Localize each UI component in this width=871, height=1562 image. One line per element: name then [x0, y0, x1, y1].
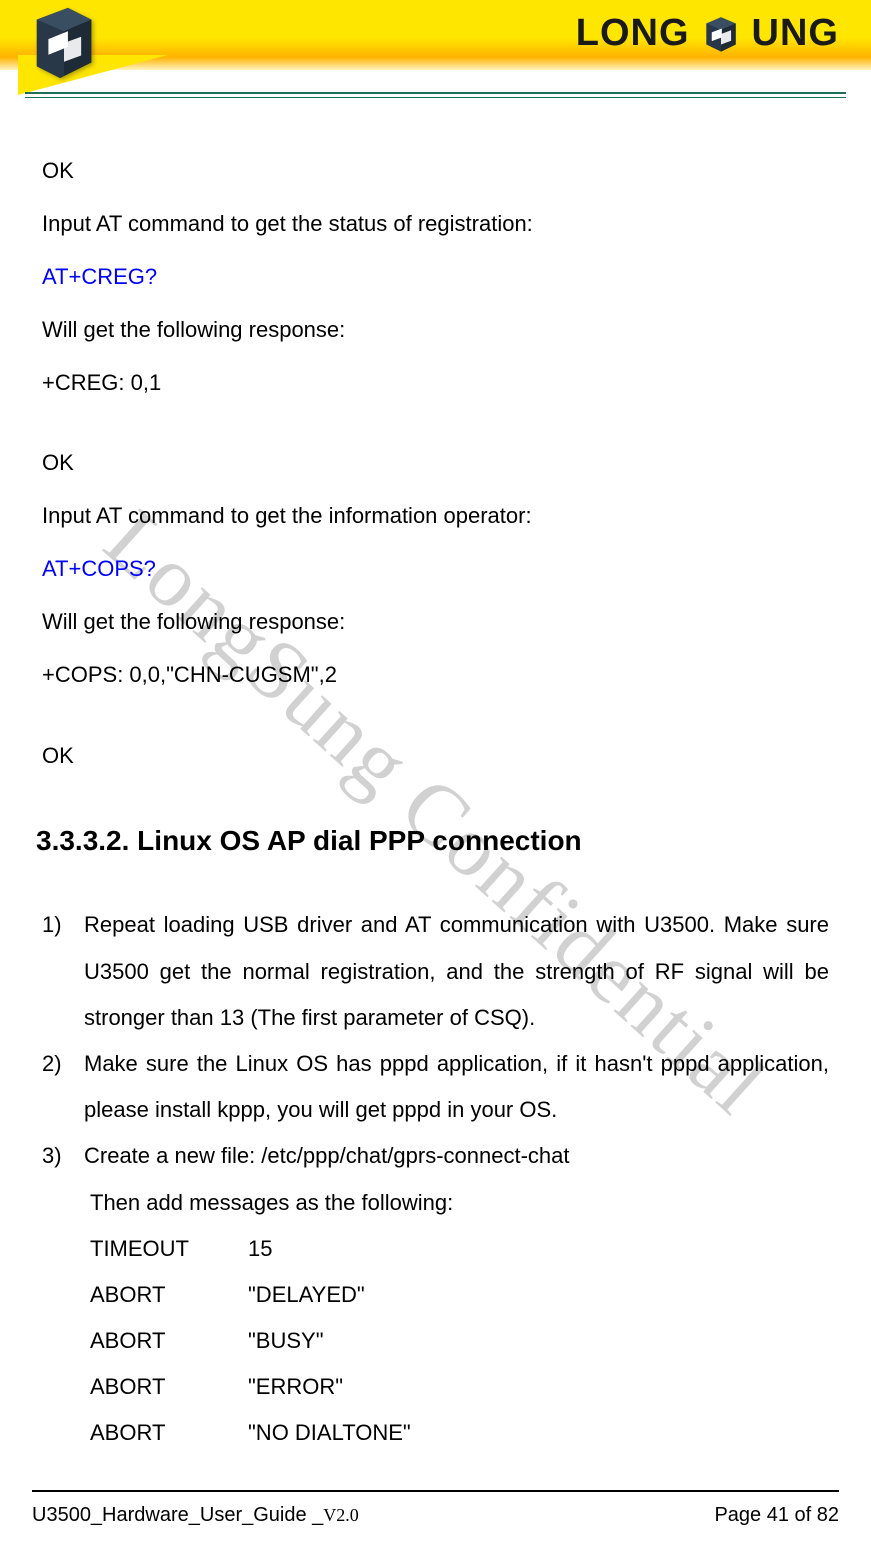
footer-divider: [32, 1490, 839, 1492]
spacer: [42, 707, 829, 735]
header-divider: [25, 92, 846, 98]
body-line: Will get the following response:: [42, 601, 829, 644]
footer-doc-title: U3500_Hardware_User_Guide _V2.0: [32, 1504, 359, 1527]
body-line: +CREG: 0,1: [42, 362, 829, 405]
footer-doc-name: U3500_Hardware_User_Guide _: [32, 1504, 323, 1526]
list-item: 2) Make sure the Linux OS has pppd appli…: [42, 1041, 829, 1133]
body-line: +COPS: 0,0,"CHN-CUGSM",2: [42, 654, 829, 697]
config-key: ABORT: [90, 1364, 248, 1410]
footer-page-number: Page 41 of 82: [714, 1504, 839, 1527]
config-key: ABORT: [90, 1410, 248, 1456]
page-content: OK Input AT command to get the status of…: [42, 150, 829, 1462]
numbered-list: 1) Repeat loading USB driver and AT comm…: [42, 902, 829, 1179]
brand-word-left: LONG: [576, 12, 690, 55]
config-row: ABORT "NO DIALTONE": [90, 1410, 829, 1456]
config-key: TIMEOUT: [90, 1226, 248, 1272]
config-value: "BUSY": [248, 1318, 324, 1364]
page-header: LONG UNG: [0, 0, 871, 95]
list-item-text: Create a new file: /etc/ppp/chat/gprs-co…: [84, 1133, 829, 1179]
config-row: ABORT "ERROR": [90, 1364, 829, 1410]
logo-left: [0, 0, 170, 95]
config-value: "NO DIALTONE": [248, 1410, 411, 1456]
body-line: OK: [42, 735, 829, 778]
config-row: ABORT "DELAYED": [90, 1272, 829, 1318]
list-item-text: Repeat loading USB driver and AT communi…: [84, 902, 829, 1041]
config-row: ABORT "BUSY": [90, 1318, 829, 1364]
config-row: TIMEOUT 15: [90, 1226, 829, 1272]
footer-doc-version: V2.0: [323, 1505, 359, 1525]
sub-block: Then add messages as the following: TIME…: [42, 1180, 829, 1457]
config-value: "DELAYED": [248, 1272, 365, 1318]
body-line: OK: [42, 150, 829, 193]
config-key: ABORT: [90, 1318, 248, 1364]
body-line: Input AT command to get the status of re…: [42, 203, 829, 246]
brand-wordmark: LONG UNG: [576, 12, 839, 55]
config-value: "ERROR": [248, 1364, 343, 1410]
list-item: 3) Create a new file: /etc/ppp/chat/gprs…: [42, 1133, 829, 1179]
list-item-number: 1): [42, 902, 84, 1041]
list-item-text: Make sure the Linux OS has pppd applicat…: [84, 1041, 829, 1133]
page-footer: U3500_Hardware_User_Guide _V2.0 Page 41 …: [32, 1490, 839, 1527]
body-line: Input AT command to get the information …: [42, 495, 829, 538]
document-page: LONG UNG LongSung Confidential OK Input …: [0, 0, 871, 1562]
body-line: OK: [42, 442, 829, 485]
at-command: AT+CREG?: [42, 256, 829, 299]
footer-row: U3500_Hardware_User_Guide _V2.0 Page 41 …: [32, 1504, 839, 1527]
config-value: 15: [248, 1226, 272, 1272]
list-item-number: 2): [42, 1041, 84, 1133]
longsung-logo-icon: [25, 4, 103, 82]
list-item: 1) Repeat loading USB driver and AT comm…: [42, 902, 829, 1041]
config-key: ABORT: [90, 1272, 248, 1318]
section-heading: 3.3.3.2. Linux OS AP dial PPP connection: [36, 814, 829, 869]
spacer: [42, 414, 829, 442]
at-command: AT+COPS?: [42, 548, 829, 591]
list-item-number: 3): [42, 1133, 84, 1179]
body-line: Will get the following response:: [42, 309, 829, 352]
sub-intro: Then add messages as the following:: [90, 1180, 829, 1226]
brand-cube-icon: [700, 13, 742, 55]
brand-word-right: UNG: [752, 12, 839, 55]
